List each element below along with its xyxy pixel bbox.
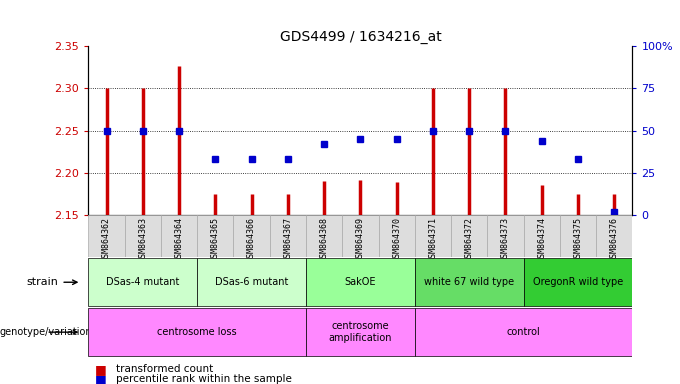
- Text: GSM864363: GSM864363: [138, 217, 148, 262]
- Text: centrosome loss: centrosome loss: [157, 327, 237, 337]
- Text: GSM864370: GSM864370: [392, 217, 401, 262]
- Title: GDS4499 / 1634216_at: GDS4499 / 1634216_at: [279, 30, 441, 44]
- Bar: [197, 215, 233, 257]
- Text: GSM864364: GSM864364: [175, 217, 184, 262]
- Text: DSas-4 mutant: DSas-4 mutant: [106, 277, 180, 287]
- Bar: [88, 215, 124, 257]
- Text: white 67 wild type: white 67 wild type: [424, 277, 514, 287]
- Text: GSM864367: GSM864367: [284, 217, 292, 262]
- Text: GSM864369: GSM864369: [356, 217, 365, 262]
- Bar: [596, 215, 632, 257]
- Text: OregonR wild type: OregonR wild type: [533, 277, 623, 287]
- Text: ■: ■: [95, 363, 107, 376]
- Bar: [197, 258, 306, 306]
- Bar: [306, 258, 415, 306]
- Bar: [306, 215, 342, 257]
- Bar: [306, 308, 415, 356]
- Text: GSM864373: GSM864373: [501, 217, 510, 262]
- Bar: [488, 215, 524, 257]
- Bar: [161, 215, 197, 257]
- Text: GSM864362: GSM864362: [102, 217, 111, 262]
- Text: GSM864366: GSM864366: [247, 217, 256, 262]
- Bar: [88, 308, 306, 356]
- Text: GSM864368: GSM864368: [320, 217, 328, 262]
- Text: centrosome
amplification: centrosome amplification: [328, 321, 392, 343]
- Bar: [524, 258, 632, 306]
- Text: SakOE: SakOE: [345, 277, 376, 287]
- Text: strain: strain: [27, 277, 77, 287]
- Text: GSM864374: GSM864374: [537, 217, 546, 262]
- Bar: [124, 215, 161, 257]
- Bar: [379, 215, 415, 257]
- Text: GSM864371: GSM864371: [428, 217, 437, 262]
- Bar: [415, 258, 524, 306]
- Text: GSM864372: GSM864372: [464, 217, 474, 262]
- Text: genotype/variation: genotype/variation: [0, 327, 92, 337]
- Text: DSas-6 mutant: DSas-6 mutant: [215, 277, 288, 287]
- Text: control: control: [507, 327, 541, 337]
- Bar: [524, 215, 560, 257]
- Text: percentile rank within the sample: percentile rank within the sample: [116, 374, 292, 384]
- Bar: [451, 215, 488, 257]
- Bar: [560, 215, 596, 257]
- Text: ■: ■: [95, 373, 107, 384]
- Bar: [233, 215, 270, 257]
- Text: GSM864376: GSM864376: [610, 217, 619, 262]
- Bar: [88, 258, 197, 306]
- Bar: [415, 308, 632, 356]
- Text: transformed count: transformed count: [116, 364, 213, 374]
- Text: GSM864365: GSM864365: [211, 217, 220, 262]
- Bar: [342, 215, 379, 257]
- Bar: [270, 215, 306, 257]
- Text: GSM864375: GSM864375: [573, 217, 583, 262]
- Bar: [415, 215, 451, 257]
